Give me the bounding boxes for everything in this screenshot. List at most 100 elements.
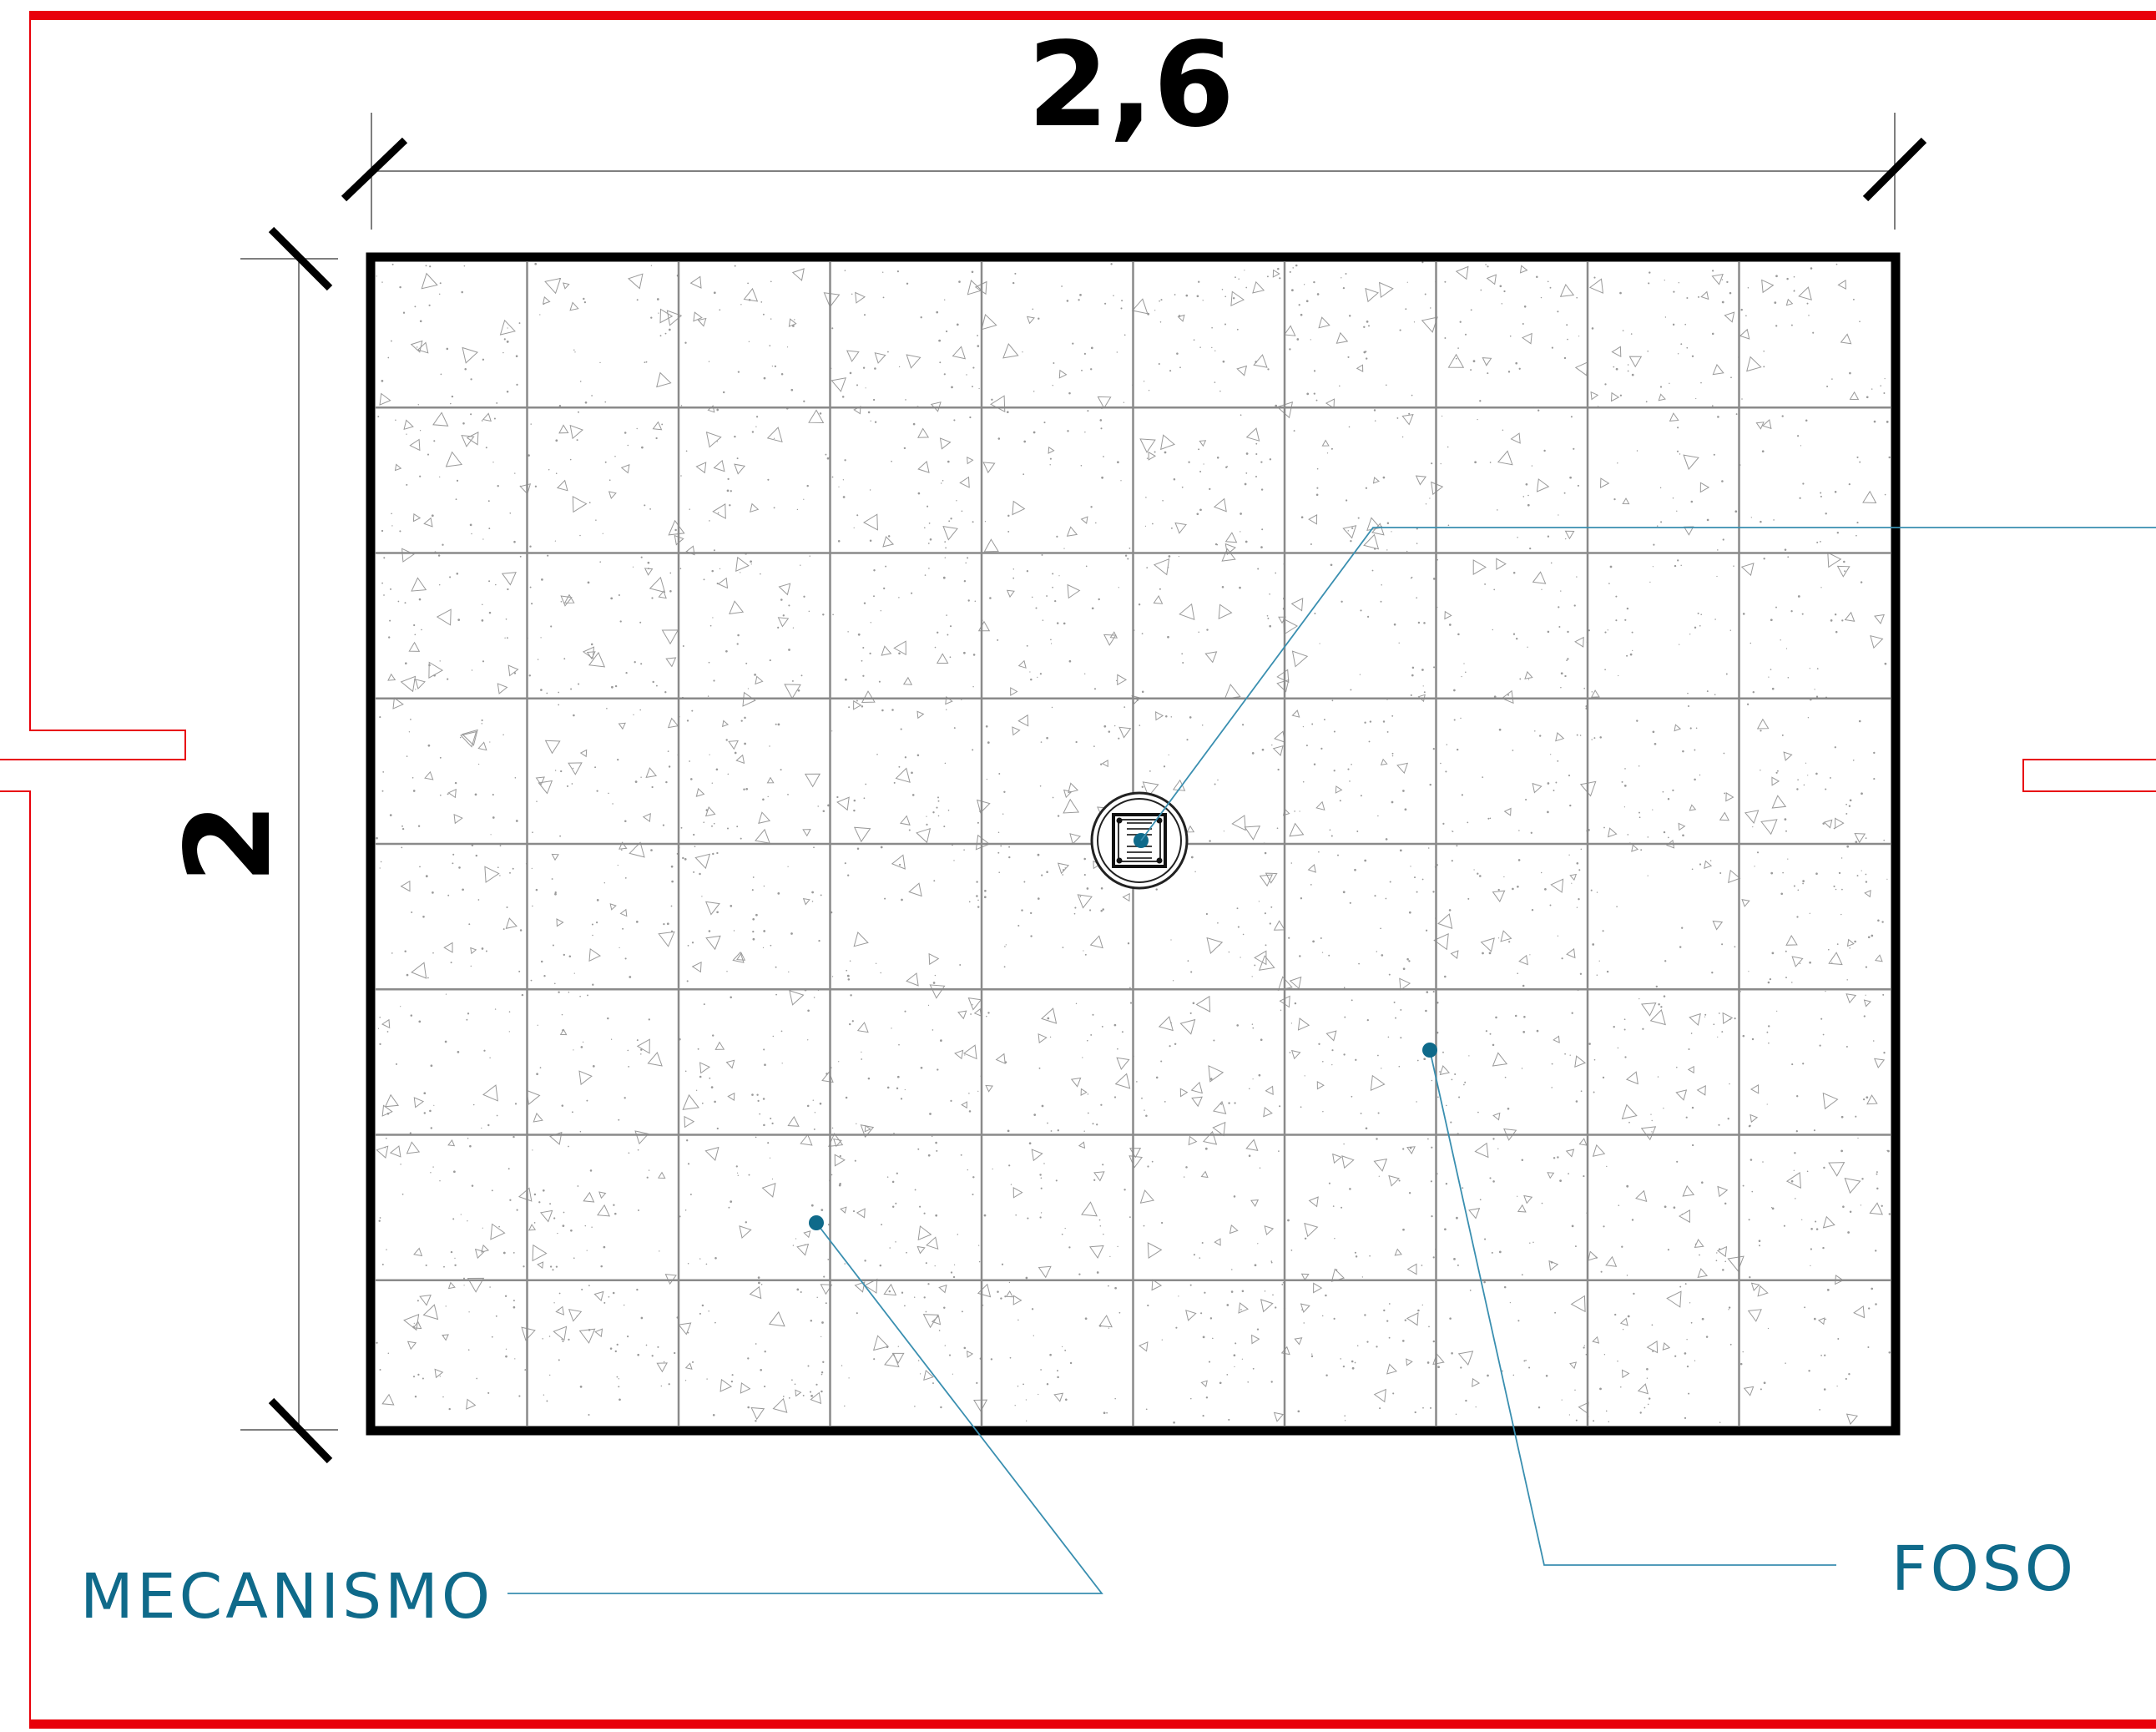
texture-dot — [872, 398, 876, 401]
texture-dot — [867, 411, 871, 414]
texture-dot — [896, 1172, 898, 1174]
texture-dot — [634, 661, 636, 664]
texture-dot — [652, 680, 654, 684]
texture-aggregate — [519, 483, 532, 495]
texture-dot — [965, 562, 967, 564]
texture-dot — [730, 1380, 734, 1383]
texture-dot — [1330, 447, 1333, 450]
texture-dot — [1053, 362, 1055, 364]
texture-dot — [632, 566, 634, 568]
texture-aggregate — [1370, 1074, 1386, 1092]
texture-dot — [409, 1132, 412, 1134]
texture-dot — [745, 662, 748, 664]
texture-dot — [417, 825, 421, 827]
texture-dot — [876, 754, 878, 755]
texture-aggregate — [1208, 1065, 1224, 1083]
texture-aggregate — [1757, 1285, 1769, 1297]
texture-dot — [671, 880, 674, 883]
texture-dot — [1812, 331, 1815, 334]
texture-dot — [1104, 302, 1107, 305]
texture-dot — [1512, 750, 1514, 751]
texture-aggregate — [658, 931, 675, 947]
texture-aggregate — [882, 536, 895, 548]
texture-dot — [469, 1144, 472, 1148]
texture-dot — [1054, 599, 1057, 603]
texture-aggregate — [831, 377, 846, 392]
texture-aggregate — [1070, 1077, 1082, 1088]
texture-dot — [1072, 342, 1074, 345]
texture-aggregate — [1791, 956, 1804, 967]
texture-dot — [1845, 803, 1847, 805]
texture-dot — [1883, 1052, 1886, 1054]
texture-aggregate — [1728, 869, 1741, 884]
texture-dot — [1426, 1361, 1430, 1364]
texture-dot — [1820, 587, 1822, 588]
texture-dot — [716, 441, 718, 442]
texture-dot — [391, 952, 393, 954]
texture-dot — [1057, 1376, 1059, 1379]
texture-dot — [751, 431, 755, 433]
texture-dot — [1366, 357, 1368, 360]
texture-aggregate — [1212, 1121, 1226, 1137]
texture-dot — [1141, 633, 1144, 634]
texture-dot — [1618, 1204, 1620, 1206]
texture-dot — [1318, 851, 1320, 853]
texture-dot — [767, 1142, 770, 1144]
texture-dot — [1615, 619, 1618, 622]
texture-aggregate — [1406, 1358, 1413, 1366]
texture-dot — [893, 781, 896, 784]
texture-dot — [966, 374, 967, 376]
texture-dot — [573, 1257, 575, 1260]
texture-dot — [1244, 482, 1247, 486]
texture-dot — [540, 689, 543, 691]
texture-aggregate — [445, 451, 463, 467]
texture-dot — [1603, 1354, 1606, 1356]
texture-dot — [387, 1352, 390, 1355]
texture-dot — [1474, 461, 1477, 464]
texture-aggregate — [1756, 718, 1770, 730]
texture-dot — [540, 960, 543, 963]
texture-aggregate — [705, 935, 721, 951]
texture-aggregate — [490, 1223, 506, 1240]
texture-dot — [1613, 497, 1616, 501]
texture-aggregate — [1455, 265, 1469, 280]
texture-aggregate — [1372, 477, 1380, 484]
texture-dot — [974, 600, 977, 603]
texture-aggregate — [820, 1284, 833, 1295]
texture-aggregate — [1038, 1265, 1052, 1279]
texture-dot — [977, 821, 979, 824]
texture-dot — [1852, 298, 1855, 300]
texture-aggregate — [1437, 913, 1453, 929]
texture-dot — [844, 862, 846, 865]
texture-dot — [1820, 541, 1821, 543]
texture-dot — [1128, 548, 1131, 549]
texture-dot — [1159, 321, 1162, 323]
texture-dot — [1165, 715, 1168, 718]
texture-dot — [1254, 964, 1256, 967]
texture-dot — [856, 514, 859, 517]
texture-dot — [481, 420, 483, 422]
texture-dot — [699, 1075, 702, 1078]
texture-dot — [869, 539, 872, 543]
texture-dot — [516, 1209, 518, 1211]
texture-dot — [1095, 522, 1097, 524]
texture-dot — [811, 891, 814, 894]
texture-aggregate — [1401, 413, 1414, 426]
texture-dot — [1315, 399, 1318, 401]
texture-dot — [1647, 836, 1649, 838]
texture-dot — [775, 723, 777, 725]
texture-aggregate — [658, 1171, 666, 1179]
texture-dot — [1255, 452, 1258, 456]
texture-dot — [1260, 546, 1263, 548]
texture-dot — [1719, 1421, 1721, 1423]
texture-dot — [377, 416, 380, 418]
texture-aggregate — [1114, 1073, 1131, 1089]
texture-dot — [1437, 1096, 1439, 1098]
texture-dot — [485, 950, 487, 952]
texture-dot — [551, 878, 553, 880]
texture-dot — [505, 1348, 507, 1350]
texture-aggregate — [578, 1070, 593, 1086]
texture-dot — [560, 600, 563, 603]
texture-dot — [1570, 416, 1573, 418]
texture-dot — [1593, 1091, 1595, 1093]
